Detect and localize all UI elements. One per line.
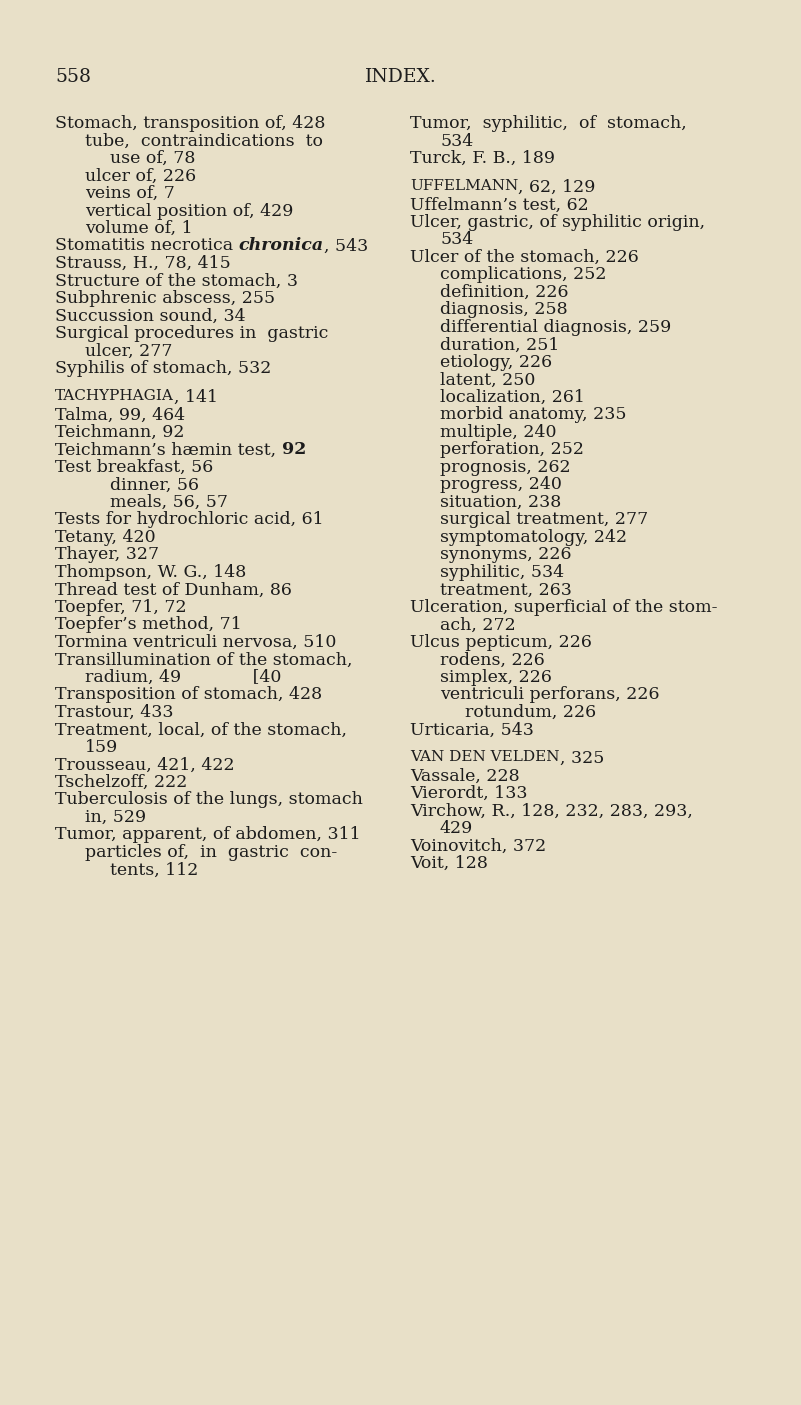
Text: INDEX.: INDEX. — [364, 67, 437, 86]
Text: differential diagnosis, 259: differential diagnosis, 259 — [440, 319, 671, 336]
Text: dinner, 56: dinner, 56 — [110, 476, 199, 493]
Text: VAN DEN VELDEN: VAN DEN VELDEN — [410, 750, 560, 764]
Text: Teichmann’s hæmin test,: Teichmann’s hæmin test, — [55, 441, 282, 458]
Text: Transillumination of the stomach,: Transillumination of the stomach, — [55, 652, 352, 669]
Text: Vassale, 228: Vassale, 228 — [410, 767, 520, 785]
Text: definition, 226: definition, 226 — [440, 284, 569, 301]
Text: surgical treatment, 277: surgical treatment, 277 — [440, 511, 648, 528]
Text: , 543: , 543 — [324, 237, 368, 254]
Text: Succussion sound, 34: Succussion sound, 34 — [55, 308, 246, 325]
Text: use of, 78: use of, 78 — [110, 150, 195, 167]
Text: perforation, 252: perforation, 252 — [440, 441, 584, 458]
Text: Teichmann, 92: Teichmann, 92 — [55, 424, 184, 441]
Text: Virchow, R., 128, 232, 283, 293,: Virchow, R., 128, 232, 283, 293, — [410, 802, 693, 819]
Text: in, 529: in, 529 — [85, 809, 146, 826]
Text: Strauss, H., 78, 415: Strauss, H., 78, 415 — [55, 254, 231, 273]
Text: rodens, 226: rodens, 226 — [440, 652, 545, 669]
Text: Stomatitis necrotica: Stomatitis necrotica — [55, 237, 239, 254]
Text: Test breakfast, 56: Test breakfast, 56 — [55, 459, 213, 476]
Text: Thread test of Dunham, 86: Thread test of Dunham, 86 — [55, 582, 292, 599]
Text: Ulceration, superficial of the stom-: Ulceration, superficial of the stom- — [410, 599, 718, 615]
Text: Tumor, apparent, of abdomen, 311: Tumor, apparent, of abdomen, 311 — [55, 826, 360, 843]
Text: prognosis, 262: prognosis, 262 — [440, 459, 570, 476]
Text: Ulcus pepticum, 226: Ulcus pepticum, 226 — [410, 634, 592, 651]
Text: Vierordt, 133: Vierordt, 133 — [410, 785, 528, 802]
Text: Tumor,  syphilitic,  of  stomach,: Tumor, syphilitic, of stomach, — [410, 115, 686, 132]
Text: syphilitic, 534: syphilitic, 534 — [440, 563, 564, 580]
Text: Voinovitch, 372: Voinovitch, 372 — [410, 837, 546, 854]
Text: tents, 112: tents, 112 — [110, 861, 199, 878]
Text: tube,  contraindications  to: tube, contraindications to — [85, 132, 323, 149]
Text: Urticaria, 543: Urticaria, 543 — [410, 721, 534, 739]
Text: radium, 49             [40: radium, 49 [40 — [85, 669, 281, 686]
Text: , 62, 129: , 62, 129 — [518, 178, 596, 195]
Text: symptomatology, 242: symptomatology, 242 — [440, 528, 627, 547]
Text: 159: 159 — [85, 739, 119, 756]
Text: , 141: , 141 — [174, 389, 218, 406]
Text: Structure of the stomach, 3: Structure of the stomach, 3 — [55, 273, 298, 289]
Text: TACHYPHAGIA: TACHYPHAGIA — [55, 389, 174, 403]
Text: 558: 558 — [55, 67, 91, 86]
Text: Surgical procedures in  gastric: Surgical procedures in gastric — [55, 325, 328, 341]
Text: ulcer of, 226: ulcer of, 226 — [85, 167, 196, 184]
Text: latent, 250: latent, 250 — [440, 371, 535, 388]
Text: Ulcer of the stomach, 226: Ulcer of the stomach, 226 — [410, 249, 638, 266]
Text: Thompson, W. G., 148: Thompson, W. G., 148 — [55, 563, 246, 580]
Text: synonyms, 226: synonyms, 226 — [440, 547, 571, 563]
Text: Tuberculosis of the lungs, stomach: Tuberculosis of the lungs, stomach — [55, 791, 363, 808]
Text: 534: 534 — [440, 132, 473, 149]
Text: 92: 92 — [282, 441, 306, 458]
Text: particles of,  in  gastric  con-: particles of, in gastric con- — [85, 844, 337, 861]
Text: Tetany, 420: Tetany, 420 — [55, 528, 155, 547]
Text: rotundum, 226: rotundum, 226 — [465, 704, 596, 721]
Text: Syphilis of stomach, 532: Syphilis of stomach, 532 — [55, 360, 272, 377]
Text: Turck, F. B., 189: Turck, F. B., 189 — [410, 150, 555, 167]
Text: Toepfer’s method, 71: Toepfer’s method, 71 — [55, 617, 242, 634]
Text: Subphrenic abscess, 255: Subphrenic abscess, 255 — [55, 289, 275, 308]
Text: Ulcer, gastric, of syphilitic origin,: Ulcer, gastric, of syphilitic origin, — [410, 214, 705, 230]
Text: Treatment, local, of the stomach,: Treatment, local, of the stomach, — [55, 721, 347, 739]
Text: localization, 261: localization, 261 — [440, 389, 585, 406]
Text: UFFELMANN: UFFELMANN — [410, 178, 518, 192]
Text: Voit, 128: Voit, 128 — [410, 856, 488, 873]
Text: duration, 251: duration, 251 — [440, 336, 559, 354]
Text: Talma, 99, 464: Talma, 99, 464 — [55, 406, 185, 423]
Text: Stomach, transposition of, 428: Stomach, transposition of, 428 — [55, 115, 325, 132]
Text: volume of, 1: volume of, 1 — [85, 221, 192, 237]
Text: multiple, 240: multiple, 240 — [440, 424, 557, 441]
Text: , 325: , 325 — [560, 750, 604, 767]
Text: simplex, 226: simplex, 226 — [440, 669, 552, 686]
Text: veins of, 7: veins of, 7 — [85, 185, 175, 202]
Text: progress, 240: progress, 240 — [440, 476, 562, 493]
Text: Transposition of stomach, 428: Transposition of stomach, 428 — [55, 687, 322, 704]
Text: Tests for hydrochloric acid, 61: Tests for hydrochloric acid, 61 — [55, 511, 324, 528]
Text: Thayer, 327: Thayer, 327 — [55, 547, 159, 563]
Text: complications, 252: complications, 252 — [440, 267, 606, 284]
Text: vertical position of, 429: vertical position of, 429 — [85, 202, 293, 219]
Text: 429: 429 — [440, 821, 473, 837]
Text: Tormina ventriculi nervosa, 510: Tormina ventriculi nervosa, 510 — [55, 634, 336, 651]
Text: Toepfer, 71, 72: Toepfer, 71, 72 — [55, 599, 187, 615]
Text: ulcer, 277: ulcer, 277 — [85, 343, 172, 360]
Text: Trousseau, 421, 422: Trousseau, 421, 422 — [55, 756, 235, 773]
Text: meals, 56, 57: meals, 56, 57 — [110, 495, 228, 511]
Text: situation, 238: situation, 238 — [440, 495, 562, 511]
Text: etiology, 226: etiology, 226 — [440, 354, 552, 371]
Text: ventriculi perforans, 226: ventriculi perforans, 226 — [440, 687, 659, 704]
Text: Uffelmann’s test, 62: Uffelmann’s test, 62 — [410, 197, 589, 214]
Text: chronica: chronica — [239, 237, 324, 254]
Text: Tschelzoff, 222: Tschelzoff, 222 — [55, 774, 187, 791]
Text: diagnosis, 258: diagnosis, 258 — [440, 302, 568, 319]
Text: 534: 534 — [440, 232, 473, 249]
Text: treatment, 263: treatment, 263 — [440, 582, 572, 599]
Text: Trastour, 433: Trastour, 433 — [55, 704, 174, 721]
Text: ach, 272: ach, 272 — [440, 617, 516, 634]
Text: morbid anatomy, 235: morbid anatomy, 235 — [440, 406, 626, 423]
